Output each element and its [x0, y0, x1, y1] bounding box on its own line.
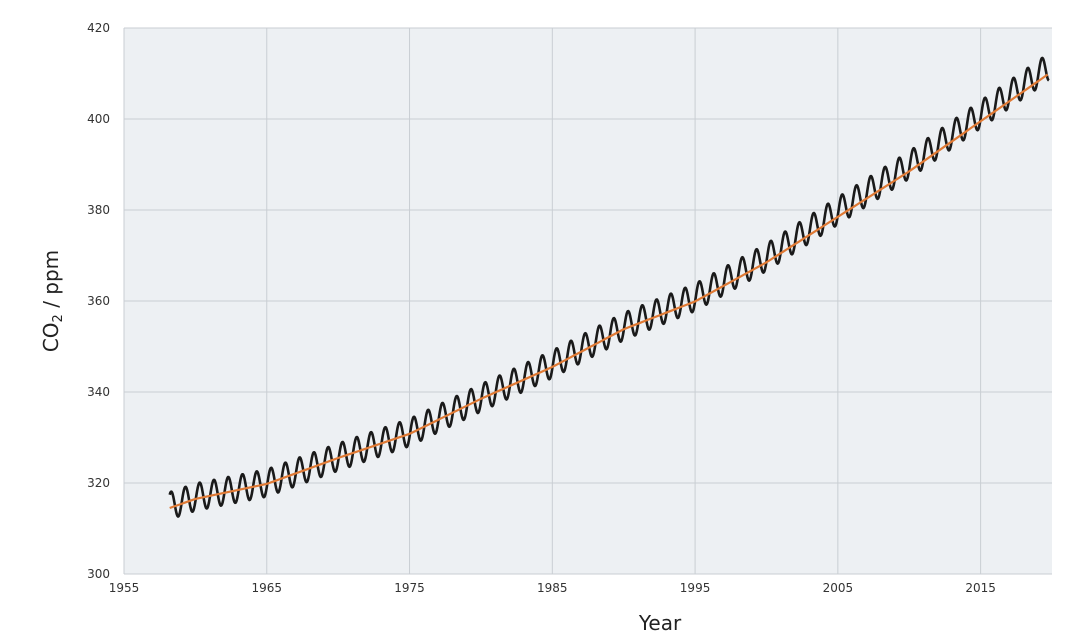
y-tick-label: 400 — [87, 112, 110, 126]
x-tick-label: 1975 — [394, 581, 425, 595]
trend-line — [169, 73, 1049, 510]
x-axis-title: Year — [638, 611, 682, 632]
x-tick-label: 1965 — [251, 581, 282, 595]
y-tick-label: 320 — [87, 476, 110, 490]
x-tick-label: 1985 — [537, 581, 568, 595]
x-tick-label: 2005 — [823, 581, 854, 595]
y-tick-label: 360 — [87, 294, 110, 308]
x-tick-label: 1955 — [109, 581, 140, 595]
y-tick-label: 420 — [87, 21, 110, 35]
y-tick-label: 340 — [87, 385, 110, 399]
y-tick-labels: 300 320 340 360 380 400 420 — [87, 21, 110, 581]
y-axis-title-subscript: 2 — [51, 314, 66, 322]
x-tick-labels: 1955 1965 1975 1985 1995 2005 2015 — [109, 581, 996, 595]
x-tick-label: 2015 — [965, 581, 996, 595]
monthly-line — [168, 56, 1050, 518]
y-axis-title-suffix: / ppm — [39, 250, 63, 314]
series-lines — [168, 56, 1050, 518]
y-tick-label: 300 — [87, 567, 110, 581]
y-axis-title-main: CO — [39, 322, 63, 352]
grid-lines — [123, 27, 1052, 575]
y-axis-title: CO2 / ppm — [39, 250, 66, 352]
y-tick-label: 380 — [87, 203, 110, 217]
x-tick-label: 1995 — [680, 581, 711, 595]
